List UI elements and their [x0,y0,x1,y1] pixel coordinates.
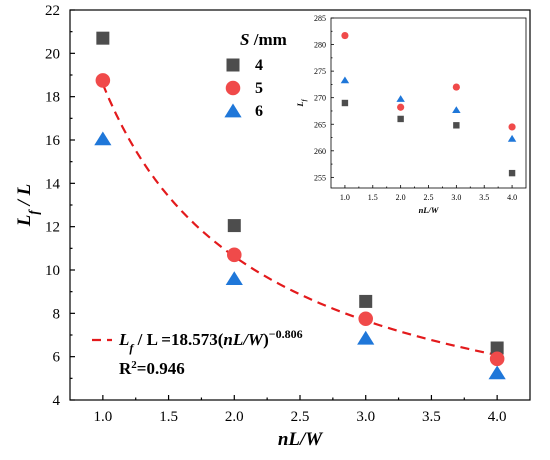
inset-x-tick-label: 2.0 [396,193,406,202]
main-x-tick-label: 4.0 [488,409,507,425]
inset-y-tick-label: 265 [314,120,326,129]
point-circle-s5 [95,73,111,88]
inset-x-axis-title: nL/W [419,205,440,215]
point-triangle-s6 [94,131,112,146]
inset-y-tick-label: 275 [314,67,326,76]
main-x-tick-label: 2.5 [291,409,310,425]
equation-label: Lf / L =18.573(nL/W)−0.806 [118,327,303,355]
inset-y-tick-label: 260 [314,147,326,156]
main-y-axis-title: Lf / L [14,184,41,227]
inset-x-tick-label: 1.5 [368,193,378,202]
main-x-tick-label: 1.0 [93,409,112,425]
inset-y-tick-label: 255 [314,173,326,182]
legend-label: 6 [255,103,263,120]
main-y-tick-label: 8 [53,306,61,322]
legend-label: 5 [255,80,263,97]
point-square-s4 [96,31,110,45]
legend-marker-square [226,58,240,72]
main-y-tick-label: 10 [45,263,60,279]
legend-marker-triangle [224,103,242,118]
inset-point-square-s4 [453,122,460,129]
point-circle-s5 [489,351,505,367]
main-x-tick-label: 3.5 [422,409,441,425]
main-x-tick-label: 3.0 [356,409,375,425]
inset-point-triangle-s6 [452,106,461,114]
point-square-s4 [359,294,373,308]
inset-y-axis-title: Lf [295,98,308,107]
main-y-tick-label: 18 [45,90,60,106]
main-y-tick-label: 14 [45,176,61,192]
main-y-tick-label: 22 [45,3,60,19]
inset-x-tick-label: 4.0 [507,193,517,202]
point-triangle-s6 [488,365,506,380]
inset-point-circle-s5 [508,123,516,131]
legend-label: 4 [255,57,263,74]
point-square-s4 [227,219,241,233]
inset-point-circle-s5 [397,103,405,111]
point-triangle-s6 [225,271,243,286]
inset-point-circle-s5 [452,83,460,91]
legend-marker-circle [225,80,241,96]
main-plot: 1.0 1.5 2.0 2.5 3.0 3.5 4.0 4 6 8 10 12 14 16 18 20 22 nL… [14,3,531,450]
point-circle-s5 [227,247,242,263]
inset-x-tick-label: 1.0 [340,193,350,202]
inset-point-square-s4 [397,115,404,123]
inset-point-triangle-s6 [396,95,405,102]
r-squared-label: R2=0.946 [119,359,185,378]
inset-plot: 1.0 1.5 2.0 2.5 3.0 3.5 4.0 255 260 265 270 275 280 2… [295,14,527,215]
inset-x-tick-label: 2.5 [424,193,434,202]
main-y-tick-label: 16 [45,133,61,149]
point-triangle-s6 [357,330,375,345]
inset-x-tick-label: 3.0 [451,193,461,202]
main-x-tick-label: 1.5 [159,409,178,425]
fit-curve [101,83,498,357]
inset-y-tick-label: 285 [314,14,326,23]
inset-y-tick-label: 280 [314,41,326,50]
inset-point-square-s4 [341,99,349,107]
main-y-tick-label: 4 [53,393,61,409]
inset-y-tick-label: 270 [314,94,326,103]
inset-x-tick-label: 3.5 [479,193,489,202]
main-y-tick-label: 12 [45,220,60,236]
main-x-tick-label: 2.0 [225,409,244,425]
point-circle-s5 [358,311,373,327]
main-y-tick-label: 6 [53,350,61,366]
inset-point-circle-s5 [341,31,349,40]
inset-point-triangle-s6 [507,134,517,142]
main-y-tick-label: 20 [45,46,60,62]
legend-title: S /mm [240,30,287,49]
point-square-s4 [490,341,504,355]
inset-point-triangle-s6 [340,76,350,84]
main-x-axis-title: nL/W [278,429,323,450]
inset-point-square-s4 [508,169,516,177]
